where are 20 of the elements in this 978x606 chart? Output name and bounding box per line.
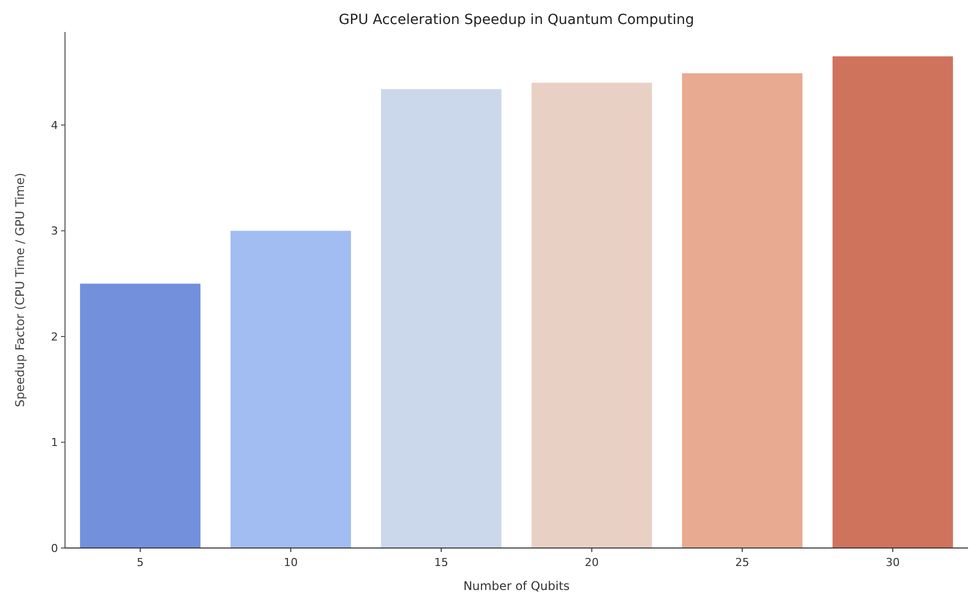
bar xyxy=(532,82,652,548)
x-tick-label: 20 xyxy=(584,556,599,569)
x-tick-label: 5 xyxy=(136,556,144,569)
y-tick-label: 3 xyxy=(51,224,58,238)
x-tick-label: 10 xyxy=(284,556,298,569)
bar xyxy=(381,89,502,548)
y-tick-label: 0 xyxy=(51,542,58,555)
x-axis-title: Number of Qubits xyxy=(463,579,570,593)
y-tick-label: 4 xyxy=(51,118,58,132)
y-axis-title: Speedup Factor (CPU Time / GPU Time) xyxy=(13,172,27,408)
y-tick-label: 2 xyxy=(51,330,58,344)
bar xyxy=(230,230,351,548)
bar xyxy=(832,56,953,548)
x-tick-label: 30 xyxy=(886,556,900,569)
y-tick-label: 1 xyxy=(51,436,58,450)
x-tick-label: 15 xyxy=(434,556,448,569)
bar xyxy=(80,284,200,548)
bar xyxy=(682,73,802,548)
x-tick-label: 25 xyxy=(735,556,750,569)
chart-title: GPU Acceleration Speedup in Quantum Computing xyxy=(338,12,694,28)
